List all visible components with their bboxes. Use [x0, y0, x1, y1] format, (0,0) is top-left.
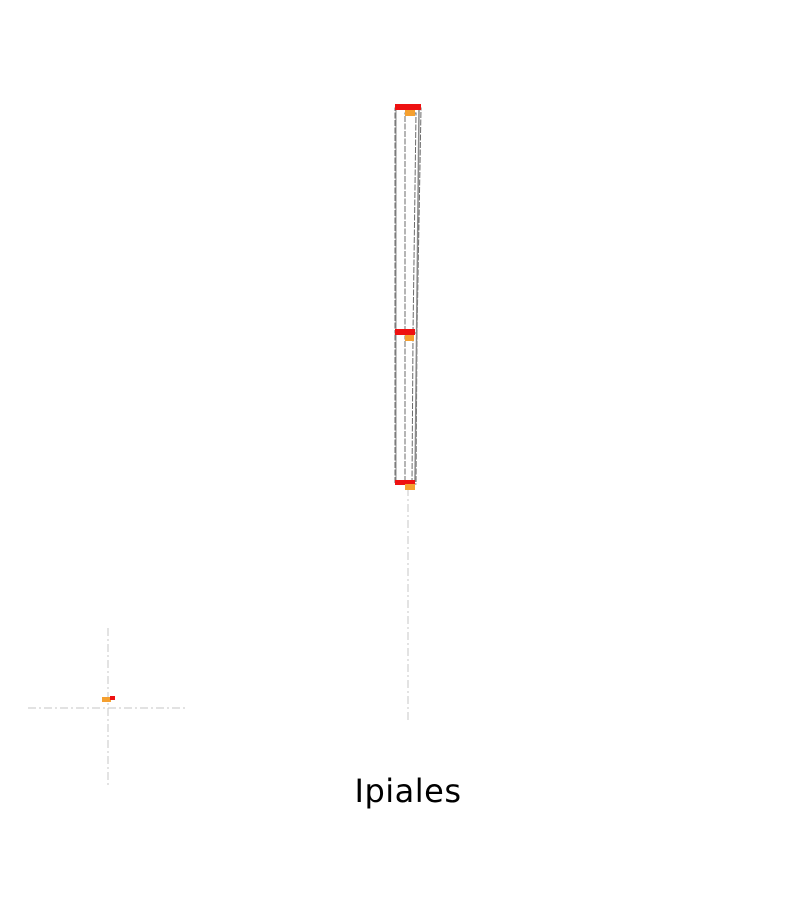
- map-title: Ipiales: [354, 772, 462, 810]
- region-edge-line: [414, 109, 420, 483]
- node-markers[interactable]: [395, 104, 421, 490]
- region-boundary-lower-outer[interactable]: [394, 332, 418, 485]
- region-boundary-lower-inner[interactable]: [404, 335, 414, 485]
- inset-marker-orange[interactable]: [102, 697, 111, 702]
- region-boundary-group[interactable]: [394, 107, 422, 485]
- node-marker-top-red[interactable]: [395, 104, 421, 110]
- region-boundary-upper-inner[interactable]: [404, 112, 417, 334]
- node-marker-middle-orange[interactable]: [405, 335, 414, 341]
- node-marker-bottom-orange[interactable]: [405, 484, 415, 490]
- inset-marker-red[interactable]: [110, 696, 115, 700]
- node-marker-top-orange[interactable]: [405, 110, 415, 116]
- node-marker-middle-red[interactable]: [395, 329, 415, 335]
- inset-locator[interactable]: [102, 696, 115, 702]
- node-marker-bottom-red[interactable]: [395, 480, 415, 485]
